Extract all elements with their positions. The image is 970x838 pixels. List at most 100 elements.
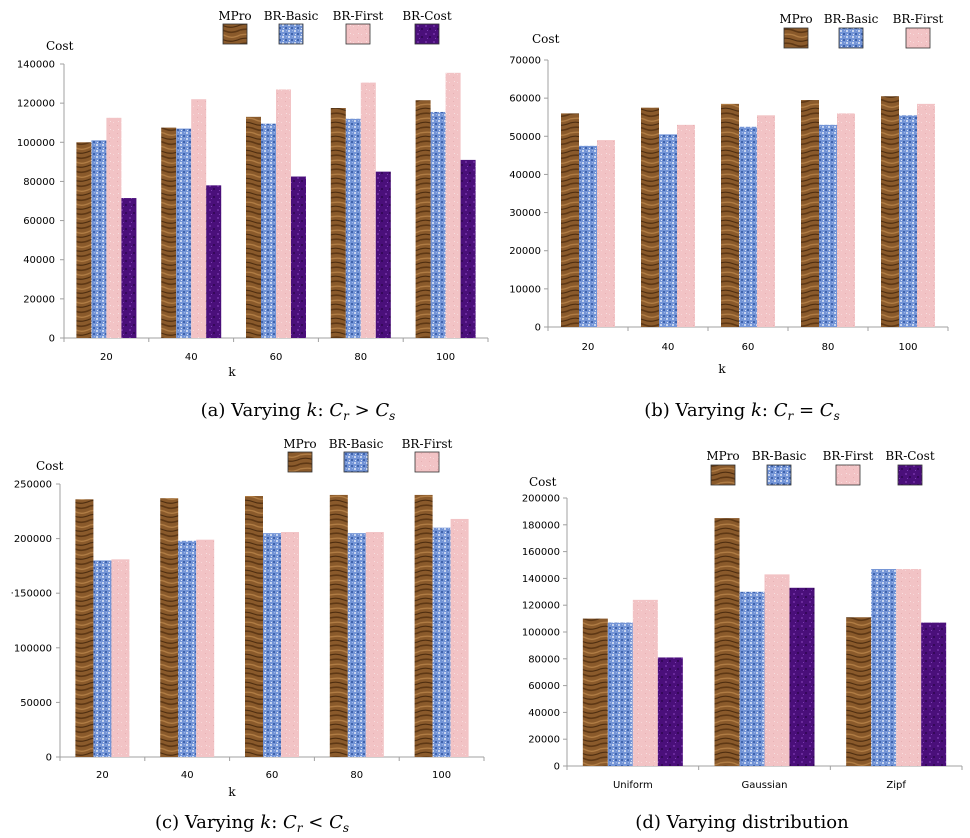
bar-br-basic [739, 126, 757, 327]
bar-br-first [896, 569, 922, 766]
legend-swatch [838, 27, 864, 49]
y-tick-label: 20000 [528, 735, 560, 746]
legend-label: BR-Basic [264, 9, 319, 23]
y-tick-label: 0 [46, 753, 52, 764]
chart-panel-c: 0 50000 100000 ·150000 200000 250000 20 40 60 80 1… [11, 437, 485, 799]
bar-br-cost [460, 159, 476, 338]
bar-mpro [415, 100, 431, 338]
y-tick-label: 0 [535, 323, 541, 334]
bar-mpro [161, 127, 177, 338]
bar-br-first [632, 599, 658, 766]
x-tick-label: 40 [181, 770, 194, 781]
bar-br-first [281, 532, 299, 757]
legend-label: BR-Basic [752, 449, 807, 463]
legend-label: MPro [779, 12, 812, 26]
legend-swatch [783, 27, 809, 49]
bar-br-first [837, 113, 855, 328]
chart-panel-d: 0 20000 40000 60000 80000 100000 120000 140000 1… [522, 449, 963, 791]
bar-mpro [76, 142, 92, 338]
bar-mpro [801, 100, 819, 327]
x-tick-label: 40 [662, 342, 675, 353]
bar-br-cost [206, 185, 222, 338]
legend-label: BR-First [402, 437, 453, 451]
bar-br-cost [375, 171, 391, 338]
x-tick-label: 20 [582, 342, 595, 353]
y-tick-label: 120000 [522, 601, 560, 612]
y-tick-label: 40000 [509, 170, 541, 181]
bar-br-basic [607, 622, 633, 766]
bar-br-basic [347, 533, 366, 757]
bar-mpro [329, 494, 348, 757]
legend-swatch [287, 451, 313, 473]
chart-panel-b: 0 10000 20000 30000 40000 50000 60000 70000 20 40… [509, 12, 949, 376]
bar-br-basic [345, 118, 361, 338]
legend-swatch [278, 23, 304, 45]
y-axis-label: Cost [46, 39, 74, 53]
y-tick-label: 0 [554, 762, 560, 773]
y-tick-label: 200000 [14, 534, 52, 545]
bar-mpro [246, 116, 261, 338]
y-tick-label: 70000 [509, 56, 541, 67]
y-tick-label: 60000 [23, 216, 55, 227]
bar-mpro [721, 103, 739, 327]
bar-br-basic [432, 527, 451, 757]
x-tick-label: 100 [898, 342, 917, 353]
bar-br-basic [91, 140, 107, 338]
x-axis-label: k [228, 785, 236, 799]
y-tick-label: 20000 [509, 246, 541, 257]
legend-swatch [710, 464, 736, 486]
x-tick-label: 20 [100, 352, 113, 363]
bar-br-basic [261, 123, 276, 338]
legend-swatch [414, 451, 440, 473]
legend-swatch [835, 464, 861, 486]
y-tick-label: 40000 [528, 708, 560, 719]
legend-label: MPro [218, 9, 251, 23]
legend-swatch [345, 23, 371, 45]
bar-br-first [106, 117, 122, 338]
y-tick-label: 100000 [17, 138, 55, 149]
y-tick-label: 40000 [23, 255, 55, 266]
y-tick-label: 0 [49, 334, 55, 345]
bar-br-first [917, 103, 935, 327]
y-axis-label: Cost [532, 32, 560, 46]
y-tick-label: 60000 [528, 681, 560, 692]
y-tick-label: 200000 [522, 494, 560, 505]
bar-br-basic [899, 115, 917, 327]
bar-br-basic [178, 540, 197, 757]
bar-br-cost [121, 198, 137, 338]
bar-br-basic [93, 560, 112, 757]
legend-swatch [897, 464, 923, 486]
bar-br-basic [579, 145, 597, 327]
caption-a: (a) Varying k: Cr > Cs [201, 400, 396, 423]
bar-mpro [414, 494, 433, 757]
bar-br-first [276, 89, 291, 338]
y-tick-label: 80000 [528, 654, 560, 665]
bar-br-first [191, 99, 207, 338]
legend-label: BR-Basic [329, 437, 384, 451]
bar-br-basic [819, 124, 837, 327]
y-tick-label: 80000 [23, 177, 55, 188]
x-tick-label: 60 [270, 352, 283, 363]
bar-br-first [764, 574, 790, 766]
y-tick-label: 140000 [522, 574, 560, 585]
x-tick-label: Uniform [613, 780, 653, 791]
legend-swatch [905, 27, 931, 49]
bar-br-first [757, 115, 775, 327]
x-tick-label: 60 [266, 770, 279, 781]
y-tick-label: 160000 [522, 547, 560, 558]
bar-br-basic [659, 134, 677, 327]
bar-br-basic [871, 569, 897, 766]
x-tick-label: 100 [436, 352, 455, 363]
bar-br-basic [430, 111, 446, 338]
y-tick-label: 50000 [20, 698, 52, 709]
bar-br-cost [657, 657, 683, 766]
legend-swatch [414, 23, 440, 45]
x-tick-label: 80 [354, 352, 367, 363]
legend-label: BR-Cost [402, 9, 451, 23]
bar-mpro [561, 113, 579, 328]
bar-br-cost [921, 622, 947, 766]
chart-panel-a: 0 20000 40000 60000 80000 100000 120000 140000 2… [17, 9, 489, 379]
x-axis-label: k [228, 365, 236, 379]
bar-br-first [365, 532, 384, 757]
y-tick-label: 20000 [23, 294, 55, 305]
